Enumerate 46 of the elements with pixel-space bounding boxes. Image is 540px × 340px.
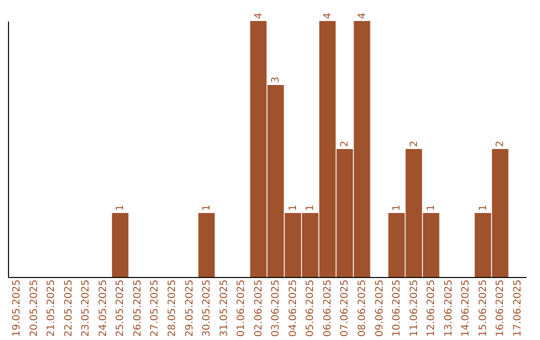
x-tick-label: 15.06.2025 xyxy=(478,280,489,337)
x-tick-label: 14.06.2025 xyxy=(460,280,472,337)
data-label: 1 xyxy=(478,204,489,211)
bar xyxy=(112,213,128,277)
x-tick-label: 29.05.2025 xyxy=(184,280,196,337)
bar xyxy=(198,213,215,277)
x-tick-label: 24.05.2025 xyxy=(98,280,109,337)
x-tick-label: 28.05.2025 xyxy=(167,280,178,337)
data-label: 1 xyxy=(115,204,126,211)
x-tick-label: 05.06.2025 xyxy=(305,280,316,337)
x-tick-label: 08.06.2025 xyxy=(357,280,368,337)
data-label: 1 xyxy=(426,204,438,211)
x-tick-label: 12.06.2025 xyxy=(426,280,438,337)
x-tick-label: 01.06.2025 xyxy=(236,280,248,337)
x-tick-label: 19.05.2025 xyxy=(12,280,23,337)
x-tick-label: 09.06.2025 xyxy=(374,280,386,337)
x-tick-label: 21.05.2025 xyxy=(46,280,58,337)
x-tick-label: 22.05.2025 xyxy=(63,280,74,337)
data-label: 2 xyxy=(495,140,506,147)
x-tick-label: 10.06.2025 xyxy=(392,280,403,337)
x-tick-label: 02.06.2025 xyxy=(253,280,264,337)
x-tick-label: 06.06.2025 xyxy=(322,280,334,337)
x-tick-label: 23.05.2025 xyxy=(80,280,92,337)
x-tick-label: 26.05.2025 xyxy=(132,280,144,337)
x-tick-label: 11.06.2025 xyxy=(408,280,420,337)
x-tick-label: 25.05.2025 xyxy=(115,280,126,337)
x-tick-label: 13.06.2025 xyxy=(443,280,454,337)
data-label: 1 xyxy=(392,204,403,211)
x-tick-label: 30.05.2025 xyxy=(202,280,213,337)
x-tick-label: 16.06.2025 xyxy=(495,280,506,337)
data-label: 4 xyxy=(357,12,368,19)
x-tick-label: 03.06.2025 xyxy=(270,280,282,337)
x-tick-label: 31.05.2025 xyxy=(218,280,230,337)
x-tick-label: 27.05.2025 xyxy=(150,280,161,337)
data-label: 4 xyxy=(253,12,264,19)
x-tick-label: 20.05.2025 xyxy=(28,280,40,337)
x-tick-label: 07.06.2025 xyxy=(340,280,351,337)
data-label: 1 xyxy=(288,204,299,211)
data-label: 2 xyxy=(340,140,351,147)
data-label: 2 xyxy=(408,140,420,147)
data-label: 3 xyxy=(270,76,282,83)
data-label: 1 xyxy=(305,204,316,211)
x-tick-label: 17.06.2025 xyxy=(512,280,524,337)
data-label: 1 xyxy=(202,204,213,211)
data-label: 4 xyxy=(322,12,334,19)
x-tick-label: 04.06.2025 xyxy=(288,280,299,337)
